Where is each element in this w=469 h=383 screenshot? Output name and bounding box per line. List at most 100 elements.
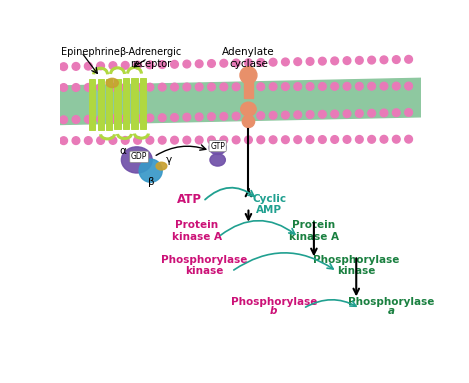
Circle shape	[208, 136, 215, 144]
Ellipse shape	[139, 159, 162, 182]
Circle shape	[84, 137, 92, 144]
Circle shape	[356, 110, 363, 117]
Circle shape	[220, 136, 227, 144]
Bar	[106, 79, 112, 129]
Circle shape	[343, 110, 351, 118]
Circle shape	[331, 57, 339, 65]
Circle shape	[72, 83, 80, 91]
Circle shape	[109, 62, 117, 69]
Circle shape	[269, 58, 277, 66]
Text: Phosphorylase
kinase: Phosphorylase kinase	[161, 255, 248, 276]
Circle shape	[134, 83, 142, 91]
Bar	[140, 78, 146, 129]
Circle shape	[84, 62, 92, 70]
Circle shape	[121, 115, 129, 122]
Circle shape	[121, 137, 129, 144]
Circle shape	[171, 136, 178, 144]
Circle shape	[405, 82, 412, 90]
Ellipse shape	[240, 67, 257, 84]
Circle shape	[208, 60, 215, 67]
Circle shape	[84, 83, 92, 91]
Text: β: β	[148, 177, 154, 187]
Ellipse shape	[210, 154, 225, 166]
Text: Phosphorylase: Phosphorylase	[348, 297, 434, 308]
Circle shape	[393, 82, 400, 90]
Circle shape	[343, 57, 351, 64]
Circle shape	[405, 109, 412, 116]
Circle shape	[245, 112, 252, 120]
Circle shape	[109, 137, 117, 144]
Circle shape	[97, 83, 105, 91]
Circle shape	[318, 110, 326, 118]
Circle shape	[232, 112, 240, 120]
Circle shape	[183, 83, 191, 91]
Circle shape	[195, 136, 203, 144]
Circle shape	[72, 62, 80, 70]
Polygon shape	[60, 78, 421, 124]
Circle shape	[281, 83, 289, 90]
Circle shape	[405, 135, 412, 143]
Circle shape	[183, 60, 191, 68]
Circle shape	[72, 116, 80, 123]
Circle shape	[159, 114, 166, 121]
Text: GTP: GTP	[210, 142, 225, 151]
Text: GDP: GDP	[131, 152, 147, 161]
Circle shape	[294, 83, 302, 90]
Circle shape	[60, 83, 68, 92]
Circle shape	[134, 136, 142, 144]
Circle shape	[318, 83, 326, 90]
Circle shape	[245, 59, 252, 67]
Circle shape	[331, 110, 339, 118]
Circle shape	[368, 82, 376, 90]
Circle shape	[380, 82, 388, 90]
Ellipse shape	[106, 78, 118, 88]
Circle shape	[183, 113, 191, 121]
Circle shape	[368, 56, 376, 64]
Circle shape	[60, 137, 68, 144]
Circle shape	[405, 56, 412, 63]
Circle shape	[281, 58, 289, 66]
Circle shape	[257, 112, 265, 119]
Bar	[114, 79, 121, 129]
Bar	[98, 79, 104, 130]
Circle shape	[331, 136, 339, 143]
Bar	[89, 79, 95, 130]
Circle shape	[356, 57, 363, 64]
Circle shape	[380, 136, 388, 143]
Bar	[123, 79, 129, 129]
Circle shape	[356, 82, 363, 90]
Circle shape	[220, 83, 227, 91]
Text: ATP: ATP	[177, 193, 202, 206]
Circle shape	[306, 57, 314, 65]
Circle shape	[306, 136, 314, 144]
Circle shape	[281, 136, 289, 144]
Circle shape	[159, 136, 166, 144]
Circle shape	[134, 61, 142, 69]
Circle shape	[232, 83, 240, 91]
Circle shape	[245, 83, 252, 91]
Ellipse shape	[242, 115, 255, 128]
Circle shape	[306, 83, 314, 90]
Circle shape	[257, 59, 265, 66]
Circle shape	[121, 62, 129, 69]
Circle shape	[318, 136, 326, 143]
Text: Cyclic
AMP: Cyclic AMP	[252, 194, 286, 215]
Ellipse shape	[209, 141, 226, 154]
Circle shape	[146, 114, 154, 122]
Ellipse shape	[121, 147, 152, 173]
Text: b: b	[270, 306, 278, 316]
Circle shape	[294, 136, 302, 144]
Circle shape	[171, 114, 178, 121]
Text: Phosphorylase
kinase: Phosphorylase kinase	[313, 255, 400, 276]
Circle shape	[183, 136, 191, 144]
Circle shape	[109, 83, 117, 91]
Text: Epinephrine: Epinephrine	[61, 47, 120, 57]
Circle shape	[195, 60, 203, 68]
Text: a: a	[387, 306, 394, 316]
Circle shape	[232, 136, 240, 144]
Circle shape	[195, 113, 203, 121]
Circle shape	[208, 83, 215, 91]
Circle shape	[257, 83, 265, 90]
Circle shape	[343, 82, 351, 90]
Circle shape	[356, 136, 363, 143]
